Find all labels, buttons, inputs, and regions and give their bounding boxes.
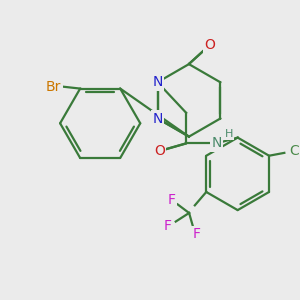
- Text: N: N: [152, 75, 163, 89]
- Text: N: N: [152, 112, 163, 125]
- Text: F: F: [168, 193, 176, 207]
- Text: O: O: [205, 38, 215, 52]
- Text: Br: Br: [46, 80, 61, 94]
- Text: H: H: [225, 129, 233, 139]
- Text: F: F: [164, 219, 172, 233]
- Text: Cl: Cl: [289, 144, 300, 158]
- Text: O: O: [154, 144, 165, 158]
- Text: F: F: [193, 227, 201, 241]
- Text: N: N: [212, 136, 222, 150]
